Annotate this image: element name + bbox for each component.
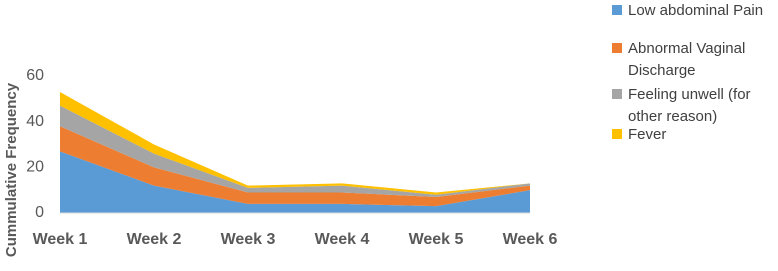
y-tick-label: 40 bbox=[26, 113, 44, 130]
legend-item: Feeling unwell (for other reason) bbox=[612, 84, 772, 128]
x-tick-label: Week 2 bbox=[127, 231, 182, 248]
y-tick-label: 0 bbox=[35, 204, 44, 221]
legend-swatch bbox=[612, 5, 622, 15]
legend-label: Feeling unwell (for other reason) bbox=[628, 86, 751, 125]
y-axis-title: Cummulative Frequency bbox=[3, 82, 20, 257]
y-tick-label: 20 bbox=[26, 159, 44, 176]
legend-swatch bbox=[612, 43, 622, 53]
legend-swatch bbox=[612, 129, 622, 139]
legend-label: Abnormal Vaginal Discharge bbox=[628, 40, 746, 79]
area bbox=[60, 126, 530, 207]
legend-label: Low abdominal Pain bbox=[628, 2, 764, 19]
legend-swatch bbox=[612, 89, 622, 99]
x-tick-label: Week 5 bbox=[409, 231, 464, 248]
legend-item: Abnormal Vaginal Discharge bbox=[612, 38, 772, 82]
legend-item: Low abdominal Pain bbox=[612, 0, 772, 22]
x-tick-label: Week 4 bbox=[315, 231, 370, 248]
area bbox=[60, 151, 530, 213]
legend-item: Fever bbox=[612, 124, 772, 146]
x-tick-label: Week 3 bbox=[221, 231, 276, 248]
y-tick-label: 60 bbox=[26, 67, 44, 84]
x-tick-label: Week 1 bbox=[33, 231, 88, 248]
x-tick-label: Week 6 bbox=[503, 231, 558, 248]
legend-label: Fever bbox=[628, 126, 667, 143]
